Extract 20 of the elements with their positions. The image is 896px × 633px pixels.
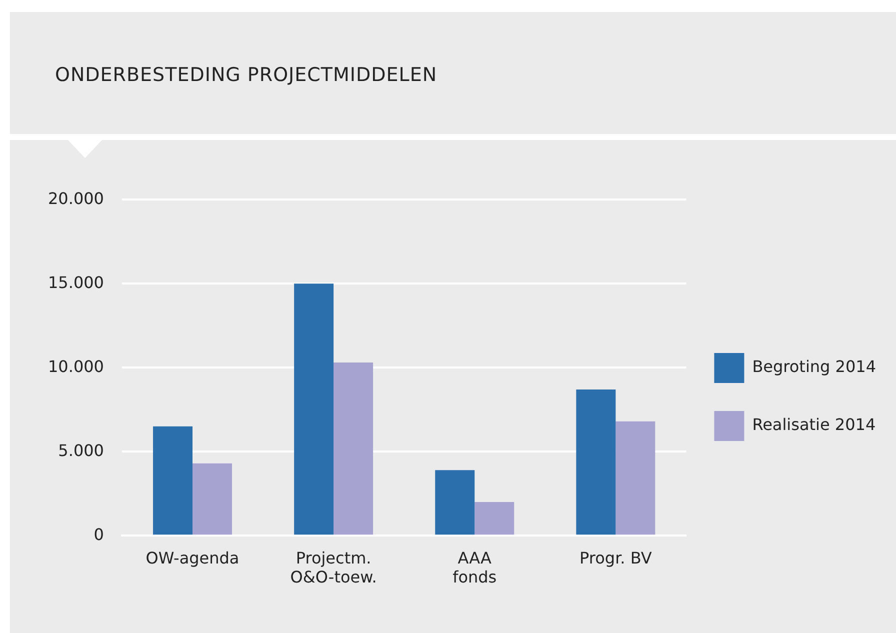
bar	[576, 389, 616, 535]
bar	[334, 362, 374, 535]
x-tick-label: OW-agenda	[146, 548, 240, 568]
chart-title: ONDERBESTEDING PROJECTMIDDELEN	[55, 64, 438, 86]
legend-label: Realisatie 2014	[752, 415, 876, 434]
x-tick-label: Projectm. O&O-toew.	[290, 548, 377, 587]
legend-label: Begroting 2014	[752, 357, 876, 376]
x-tick-label: Progr. BV	[580, 548, 652, 568]
bar	[153, 426, 193, 535]
y-tick-label: 10.000	[48, 356, 104, 376]
y-tick-label: 15.000	[48, 272, 104, 292]
y-tick-label: 20.000	[48, 188, 104, 208]
y-tick-label: 0	[94, 524, 104, 544]
bar	[294, 284, 334, 535]
bar	[435, 470, 475, 535]
y-tick-label: 5.000	[58, 440, 104, 460]
bar	[192, 463, 232, 535]
bar	[474, 502, 514, 535]
bar	[616, 421, 656, 535]
x-tick-label: AAA fonds	[452, 548, 497, 587]
